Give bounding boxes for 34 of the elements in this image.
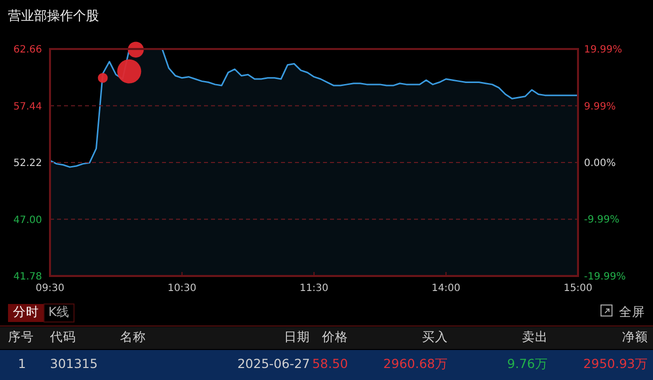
text: 1 [18,356,26,371]
text: 代码 [49,329,76,344]
text: 净额 [622,329,648,344]
x-tick-label: 11:30 [300,283,328,294]
y-tick-label: 62.66 [13,44,42,56]
text: 买入 [422,329,448,344]
text: 2950.93万 [583,356,648,371]
text: 2025-06-27 [237,356,310,371]
y-tick-label: 41.78 [13,272,42,282]
text: 301315 [50,356,98,371]
y-tick-label: 52.22 [13,158,42,169]
text: 58.50 [312,356,348,371]
y-tick-label: 57.44 [13,101,42,112]
x-tick-label: 09:30 [36,283,64,294]
y2-tick-label: 19.99% [584,44,622,56]
text: 9.76万 [507,356,548,371]
x-tick-label: 10:30 [168,283,196,294]
text: 名称 [120,329,146,344]
y2-tick-label: -19.99% [584,272,626,282]
text: 分时 [13,304,39,319]
y2-tick-label: 9.99% [584,101,616,112]
text: 日期 [284,329,310,344]
text: 全屏 [619,304,645,319]
text: K线 [48,304,70,319]
y2-tick-label: -9.99% [584,214,620,226]
y2-tick-label: 0.00% [584,158,616,169]
chart-title: 营业部操作个股 [8,9,99,24]
text: 2960.68万 [383,356,448,371]
text: 卖出 [522,329,548,344]
x-tick-label: 14:00 [432,283,460,294]
y-tick-label: 47.00 [13,214,42,226]
text: 序号 [8,329,34,344]
text: 价格 [321,329,348,344]
x-tick-label: 15:00 [564,283,592,294]
